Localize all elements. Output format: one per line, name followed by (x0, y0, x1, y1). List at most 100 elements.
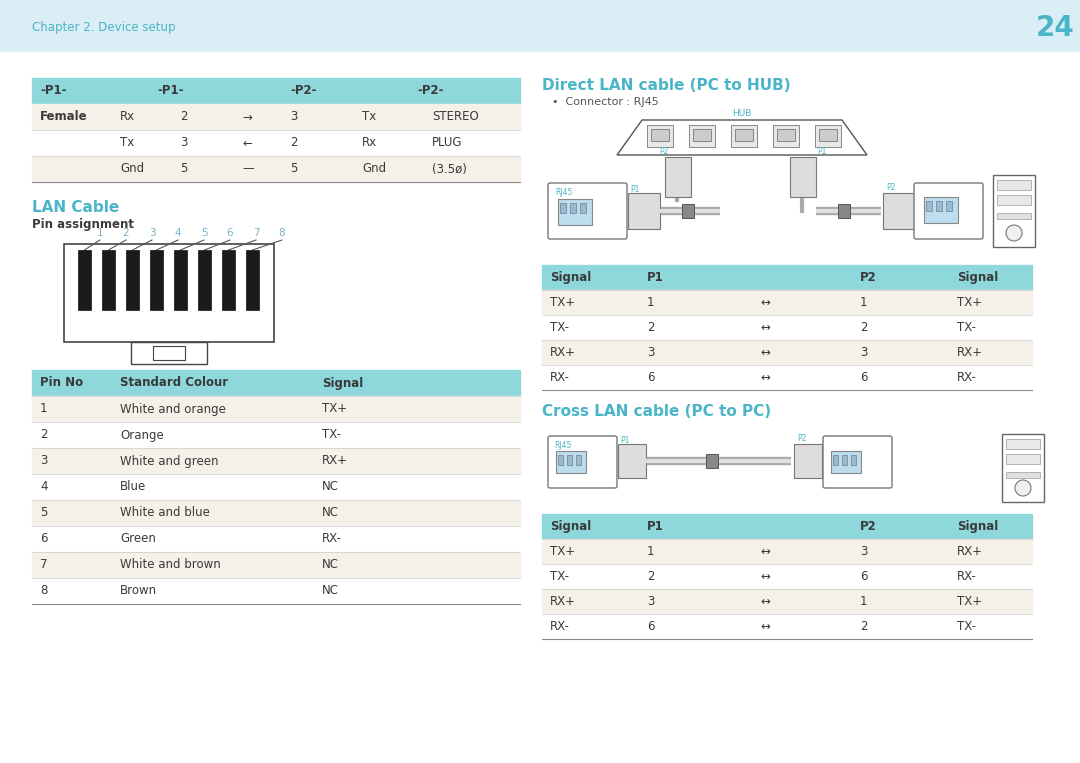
Bar (731, 125, 757, 147)
Text: -P2-: -P2- (417, 85, 444, 98)
Text: 3: 3 (149, 228, 156, 238)
Text: P2: P2 (860, 520, 877, 533)
Bar (246, 250, 259, 310)
Text: RX-: RX- (957, 371, 977, 384)
Bar (735, 129, 753, 141)
Text: 1: 1 (40, 403, 48, 416)
Text: 1: 1 (97, 228, 104, 238)
Text: Gnd: Gnd (120, 163, 144, 175)
Bar (32, 156, 519, 182)
FancyBboxPatch shape (914, 183, 983, 239)
Text: RJ45: RJ45 (554, 441, 571, 450)
Text: RX+: RX+ (550, 346, 576, 359)
Bar (174, 250, 187, 310)
Bar (32, 78, 519, 104)
Text: Signal: Signal (322, 376, 363, 389)
Bar (946, 201, 951, 211)
Text: ↔: ↔ (760, 595, 770, 608)
Bar (32, 526, 519, 552)
Bar (198, 250, 211, 310)
Text: P1: P1 (620, 436, 630, 445)
Text: NC: NC (322, 507, 339, 520)
Text: TX+: TX+ (957, 595, 982, 608)
Text: 2: 2 (123, 228, 130, 238)
Bar (542, 539, 1032, 564)
Text: RX-: RX- (957, 570, 977, 583)
Text: 6: 6 (647, 371, 654, 384)
Bar (815, 125, 841, 147)
Text: 6: 6 (860, 371, 867, 384)
Text: Tx: Tx (362, 111, 376, 124)
Text: —: — (242, 163, 254, 175)
Bar (693, 129, 711, 141)
Bar (883, 193, 915, 229)
Text: P2: P2 (860, 271, 877, 284)
Text: HUB: HUB (732, 109, 752, 118)
Text: -P1-: -P1- (40, 85, 67, 98)
Bar (131, 342, 207, 364)
Text: 1: 1 (860, 296, 867, 309)
Text: P2: P2 (886, 183, 895, 192)
Text: Pin assignment: Pin assignment (32, 218, 134, 231)
Text: 7: 7 (40, 559, 48, 571)
Text: White and orange: White and orange (120, 403, 226, 416)
Text: White and brown: White and brown (120, 559, 220, 571)
Text: -P2-: -P2- (291, 85, 316, 98)
Text: 5: 5 (40, 507, 48, 520)
Bar (32, 552, 519, 578)
Bar (542, 514, 1032, 539)
Text: White and blue: White and blue (120, 507, 210, 520)
Text: 3: 3 (647, 346, 654, 359)
Bar (542, 564, 1032, 589)
Text: 6: 6 (227, 228, 233, 238)
Bar (542, 290, 1032, 315)
Bar (842, 455, 847, 465)
Bar (153, 346, 185, 360)
Text: ↔: ↔ (760, 296, 770, 309)
Bar (651, 129, 669, 141)
Bar (32, 500, 519, 526)
Bar (838, 204, 850, 218)
Bar (556, 451, 586, 473)
Text: Signal: Signal (550, 520, 591, 533)
Text: Brown: Brown (120, 584, 157, 597)
Bar (558, 199, 592, 225)
Text: P2: P2 (797, 434, 807, 443)
Bar (997, 180, 1031, 190)
Text: 5: 5 (201, 228, 207, 238)
Text: NC: NC (322, 481, 339, 494)
Text: (3.5ø): (3.5ø) (432, 163, 467, 175)
Text: Signal: Signal (957, 271, 998, 284)
Bar (32, 130, 519, 156)
Text: 3: 3 (860, 545, 867, 558)
Bar (580, 203, 586, 213)
Text: 5: 5 (180, 163, 187, 175)
Bar (618, 444, 646, 478)
Bar (924, 197, 958, 223)
Bar (102, 250, 114, 310)
Bar (542, 589, 1032, 614)
Text: Chapter 2. Device setup: Chapter 2. Device setup (32, 21, 175, 34)
Text: P2: P2 (659, 147, 669, 156)
Bar (681, 204, 694, 218)
Text: P1: P1 (816, 147, 826, 156)
Bar (576, 455, 581, 465)
Text: TX+: TX+ (550, 545, 576, 558)
Text: ↔: ↔ (760, 321, 770, 334)
Bar (32, 448, 519, 474)
Bar (64, 244, 274, 342)
Text: P1: P1 (647, 271, 664, 284)
Bar (567, 455, 572, 465)
Text: RX-: RX- (322, 533, 342, 546)
Text: Signal: Signal (957, 520, 998, 533)
Bar (997, 195, 1031, 205)
Bar (222, 250, 235, 310)
Bar (627, 193, 660, 229)
Bar (773, 125, 799, 147)
Bar (32, 104, 519, 130)
Text: 3: 3 (860, 346, 867, 359)
Text: Rx: Rx (120, 111, 135, 124)
Text: 2: 2 (860, 620, 867, 633)
Bar (689, 125, 715, 147)
Text: 3: 3 (180, 137, 187, 150)
